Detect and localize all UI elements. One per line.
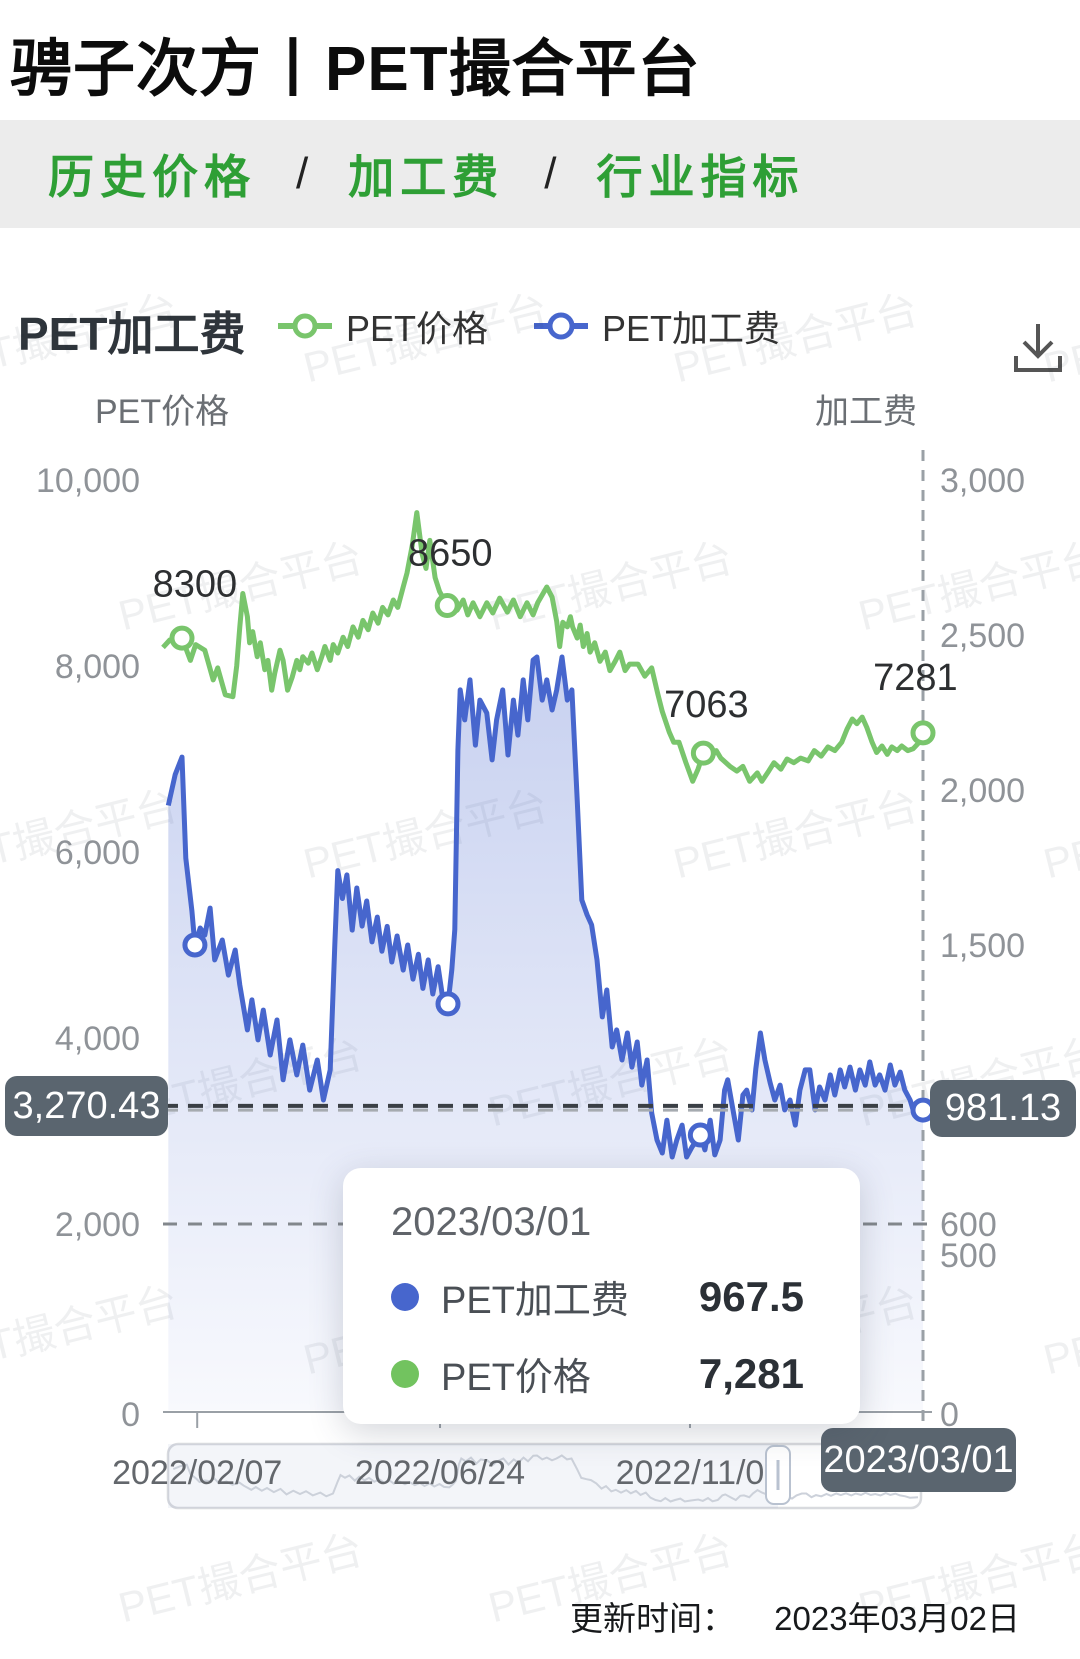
crosshair-left-value-badge: 3,270.43 bbox=[5, 1076, 168, 1136]
tooltip-series-value: 7,281 bbox=[698, 1349, 804, 1397]
left-axis-name: PET价格 bbox=[95, 393, 230, 431]
left-axis-label: 2,000 bbox=[55, 1206, 140, 1244]
fee-marker bbox=[435, 991, 461, 1017]
right-axis-name: 加工费 bbox=[815, 393, 917, 431]
left-axis-label: 4,000 bbox=[55, 1020, 140, 1058]
datazoom-preview-line bbox=[172, 1454, 919, 1503]
blue-line-marker-icon bbox=[534, 312, 589, 340]
chart-legend: PET价格 PET加工费 bbox=[278, 300, 826, 352]
tooltip-series-name: PET价格 bbox=[441, 1357, 591, 1399]
tab-processing-fee[interactable]: 加工费 bbox=[348, 151, 505, 203]
tooltip-row: PET价格 7,281 bbox=[391, 1346, 804, 1401]
legend-label: PET加工费 bbox=[602, 308, 781, 349]
nav-separator: / bbox=[296, 149, 309, 198]
legend-label: PET价格 bbox=[346, 308, 489, 349]
green-dot-icon bbox=[391, 1359, 419, 1388]
crosshair-right-value-badge: 981.13 bbox=[930, 1080, 1076, 1137]
nav-bar: 历史价格 / 加工费 / 行业指标 bbox=[0, 120, 1080, 228]
tooltip-series-name: PET加工费 bbox=[441, 1280, 629, 1322]
tooltip-series-value: 967.5 bbox=[698, 1272, 804, 1320]
x-axis-label: 2022/06/24 bbox=[355, 1454, 525, 1492]
chart-tooltip: 2023/03/01 PET加工费 967.5 PET价格 7,281 bbox=[343, 1168, 860, 1424]
price-marker bbox=[434, 593, 460, 619]
tooltip-row: PET加工费 967.5 bbox=[391, 1269, 804, 1324]
fee-marker bbox=[687, 1122, 713, 1148]
left-axis-label: 0 bbox=[121, 1396, 140, 1434]
page-title: 骋子次方丨PET撮合平台 bbox=[10, 35, 701, 104]
tab-history-price[interactable]: 历史价格 bbox=[48, 151, 256, 203]
update-time-value: 2023年03月02日 bbox=[774, 1600, 1020, 1637]
update-time: 更新时间： 2023年03月02日 bbox=[570, 1592, 1020, 1640]
datazoom-selected-range bbox=[168, 1444, 778, 1508]
download-button[interactable] bbox=[1008, 318, 1068, 378]
left-axis-label: 10,000 bbox=[36, 462, 140, 500]
chart-title: PET加工费 bbox=[18, 308, 246, 360]
x-axis-label: 2022/11/0 bbox=[616, 1454, 765, 1492]
green-line-marker-icon bbox=[278, 313, 332, 339]
tooltip-date: 2023/03/01 bbox=[391, 1200, 592, 1244]
current-date-badge: 2023/03/01 bbox=[821, 1428, 1016, 1492]
price-point-label: 7063 bbox=[664, 684, 749, 726]
right-axis-label: 0 bbox=[940, 1396, 959, 1434]
legend-item-pet-fee[interactable]: PET加工费 bbox=[534, 300, 780, 352]
right-axis-label: 2,500 bbox=[940, 617, 1025, 655]
nav-separator: / bbox=[544, 149, 557, 198]
right-axis-label: 2,000 bbox=[940, 772, 1025, 810]
left-axis-label: 8,000 bbox=[55, 648, 140, 686]
price-point-label: 8650 bbox=[408, 533, 493, 575]
fee-marker bbox=[182, 932, 208, 958]
price-marker bbox=[690, 740, 716, 766]
left-axis-label: 6,000 bbox=[55, 834, 140, 872]
right-axis-label: 600 bbox=[940, 1206, 997, 1244]
right-axis-label: 500 bbox=[940, 1237, 997, 1275]
legend-item-pet-price[interactable]: PET价格 bbox=[278, 300, 488, 352]
price-marker bbox=[169, 625, 195, 651]
blue-dot-icon bbox=[391, 1282, 419, 1311]
download-icon bbox=[1014, 324, 1062, 372]
right-axis-label: 3,000 bbox=[940, 462, 1025, 500]
x-axis-label: 2022/02/07 bbox=[112, 1454, 282, 1492]
price-point-label: 8300 bbox=[153, 563, 238, 605]
price-point-label: 7281 bbox=[873, 657, 958, 699]
price-marker bbox=[910, 720, 936, 746]
price-series-line bbox=[161, 510, 926, 784]
tab-industry-index[interactable]: 行业指标 bbox=[596, 151, 805, 203]
update-time-label: 更新时间： bbox=[570, 1600, 735, 1637]
right-axis-label: 1,500 bbox=[940, 927, 1025, 965]
